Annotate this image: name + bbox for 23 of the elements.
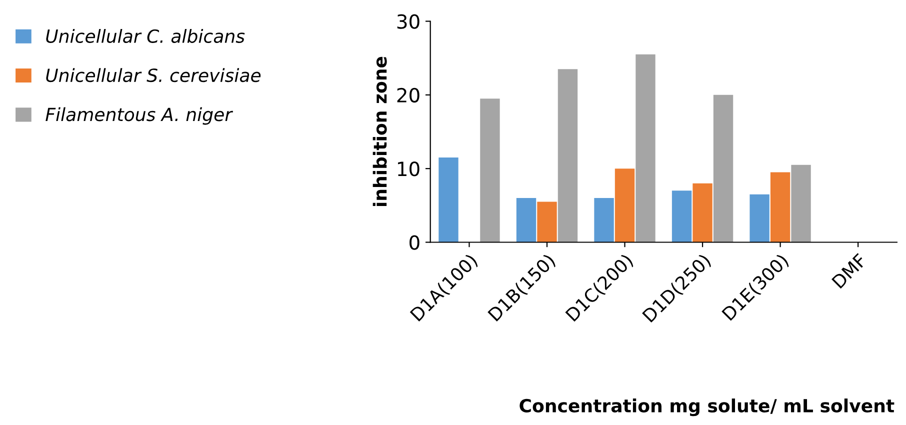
bar xyxy=(672,190,692,242)
bar xyxy=(750,194,770,242)
bar xyxy=(480,98,500,242)
legend-label: Unicellular C. albicans xyxy=(46,29,245,43)
y-tick-label: 10 xyxy=(398,162,420,176)
y-axis-title: inhibition zone xyxy=(372,56,387,206)
bar xyxy=(791,164,811,242)
bar xyxy=(614,168,635,242)
bar xyxy=(438,158,458,242)
y-tick-label: 0 xyxy=(410,235,420,250)
bar xyxy=(636,54,656,242)
legend-label: Filamentous A. niger xyxy=(46,107,234,125)
y-tick-label: 20 xyxy=(397,88,420,103)
bar xyxy=(537,202,557,242)
bar xyxy=(770,172,790,242)
legend-label: Unicellular S. cerevisiae xyxy=(46,68,261,82)
bar xyxy=(558,69,578,242)
bar xyxy=(692,183,712,242)
x-axis-title: Concentration mg solute/ mL solvent xyxy=(520,398,894,416)
y-tick-label: 30 xyxy=(397,14,420,29)
bar xyxy=(516,198,536,242)
bar xyxy=(594,198,614,242)
bar xyxy=(713,94,734,242)
